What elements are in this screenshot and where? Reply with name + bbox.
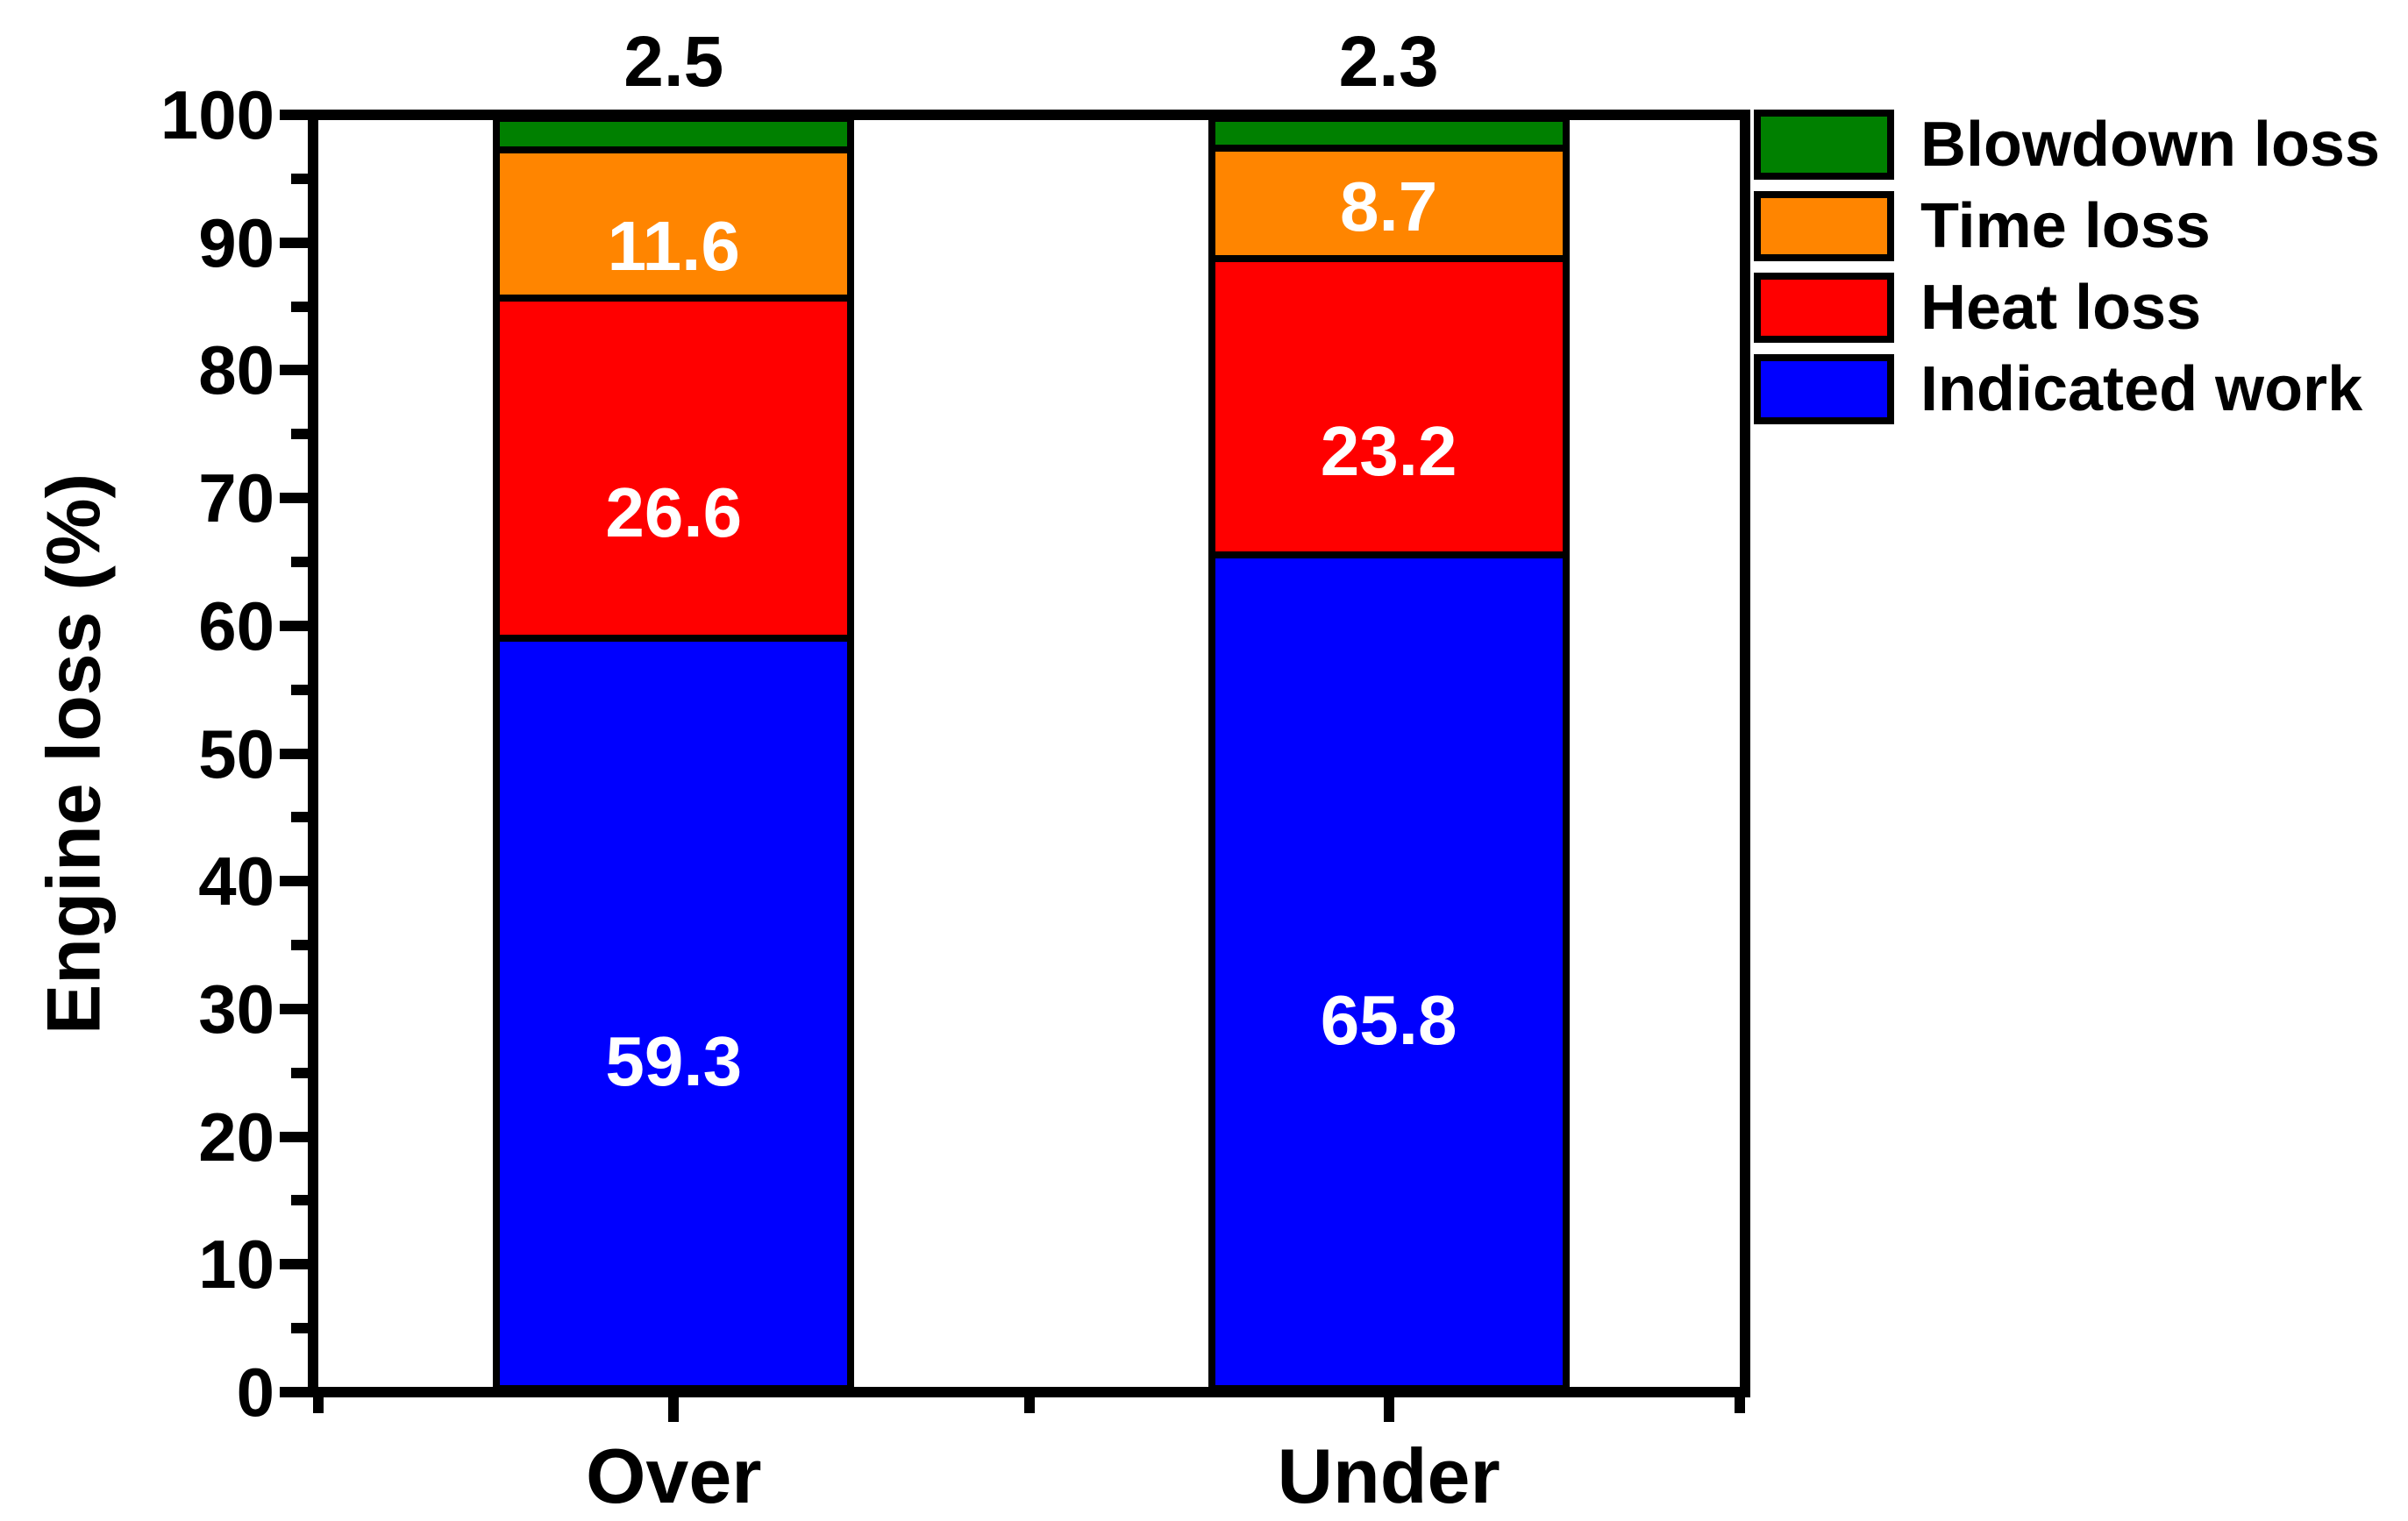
x-category-label: Under	[1277, 1432, 1500, 1519]
y-minor-tick	[291, 301, 308, 312]
y-minor-tick	[291, 812, 308, 823]
y-major-tick	[280, 1131, 308, 1142]
segment-value-label: 8.7	[1340, 167, 1438, 246]
y-major-tick	[280, 1259, 308, 1270]
y-major-tick	[280, 237, 308, 248]
segment-value-label: 23.2	[1320, 412, 1457, 491]
y-minor-tick	[291, 1067, 308, 1078]
legend-label: Time loss	[1920, 191, 2211, 261]
y-tick-label: 10	[198, 1226, 274, 1304]
y-minor-tick	[291, 173, 308, 184]
y-major-tick	[280, 110, 308, 120]
y-tick-label: 100	[160, 76, 274, 153]
y-major-tick	[280, 876, 308, 887]
legend-swatch	[1754, 110, 1894, 180]
bar-under: 8.7 23.2 65.8	[1208, 115, 1570, 1392]
y-major-tick	[280, 1387, 308, 1397]
y-tick-label: 40	[198, 842, 274, 920]
y-major-tick	[280, 493, 308, 504]
y-tick-label: 80	[198, 331, 274, 409]
y-minor-tick	[291, 1195, 308, 1206]
legend-item-time-loss: Time loss	[1754, 191, 2211, 261]
y-major-tick	[280, 1003, 308, 1014]
y-minor-tick	[291, 684, 308, 695]
segment-value-label: 11.6	[607, 207, 740, 286]
x-minor-tick	[313, 1392, 324, 1413]
y-tick-label: 50	[198, 714, 274, 792]
y-tick-label: 70	[198, 459, 274, 537]
bar-segment-indicated-work	[1208, 551, 1570, 1392]
x-category-label: Over	[585, 1432, 762, 1519]
segment-value-label: 26.6	[605, 473, 743, 552]
y-major-tick	[280, 365, 308, 376]
y-tick-label: 20	[198, 1098, 274, 1176]
y-minor-tick	[291, 556, 308, 567]
x-major-tick	[1383, 1392, 1394, 1422]
y-major-tick	[280, 748, 308, 759]
y-minor-tick	[291, 1323, 308, 1334]
legend-item-blowdown-loss: Blowdown loss	[1754, 110, 2380, 180]
y-minor-tick	[291, 940, 308, 951]
y-tick-label: 60	[198, 586, 274, 665]
y-tick-label: 0	[236, 1354, 274, 1431]
segment-value-label-above: 2.3	[1338, 22, 1439, 102]
legend-item-indicated-work: Indicated work	[1754, 354, 2362, 424]
y-major-tick	[280, 620, 308, 631]
bar-segment-time-loss	[493, 146, 855, 302]
segment-value-label: 59.3	[605, 1021, 743, 1100]
legend-label: Heat loss	[1920, 273, 2202, 343]
x-minor-tick	[1735, 1392, 1745, 1413]
segment-value-label: 65.8	[1320, 980, 1457, 1059]
legend-item-heat-loss: Heat loss	[1754, 273, 2201, 343]
x-major-tick	[668, 1392, 680, 1422]
bar-segment-heat-loss	[493, 295, 855, 642]
legend-swatch	[1754, 273, 1894, 343]
segment-value-label-above: 2.5	[623, 22, 724, 102]
legend-swatch	[1754, 191, 1894, 261]
y-tick-label: 90	[198, 203, 274, 281]
plot-frame	[308, 110, 1750, 1397]
bar-segment-heat-loss	[1208, 255, 1570, 559]
legend-label: Blowdown loss	[1920, 110, 2381, 180]
legend-swatch	[1754, 354, 1894, 424]
y-minor-tick	[291, 429, 308, 440]
legend-label: Indicated work	[1920, 354, 2363, 424]
y-tick-label: 30	[198, 970, 274, 1048]
x-minor-tick	[1023, 1392, 1035, 1413]
